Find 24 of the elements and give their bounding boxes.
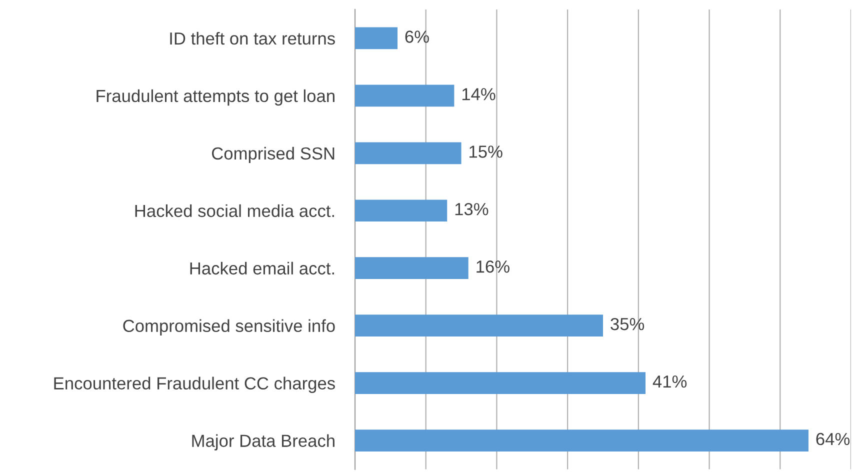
y-tick-label: Fraudulent attempts to get loan: [96, 89, 334, 106]
bar: [355, 200, 448, 222]
bar: [355, 84, 454, 107]
data-label: 6%: [405, 30, 429, 43]
y-tick-label: Comprised SSN: [212, 146, 334, 164]
bar: [355, 314, 603, 336]
data-label: 13%: [455, 203, 488, 216]
data-label: 64%: [816, 432, 850, 446]
y-tick-label: Compromised sensitive info: [123, 319, 335, 336]
data-label: 14%: [462, 88, 496, 100]
bar: [355, 27, 398, 50]
bar: [355, 257, 468, 280]
data-label: 16%: [476, 260, 510, 273]
bar: [355, 372, 646, 394]
y-tick-label: Major Data Breach: [192, 434, 334, 450]
y-tick-label: ID theft on tax returns: [170, 32, 335, 45]
y-tick-label: Hacked social media acct.: [135, 204, 334, 218]
data-label: 35%: [610, 318, 644, 330]
bar: [355, 142, 462, 164]
y-tick-label: Encountered Fraudulent CC charges: [54, 376, 335, 393]
y-tick-label: Hacked email acct.: [190, 262, 334, 275]
bar: [355, 430, 808, 452]
data-label: 15%: [470, 146, 502, 158]
data-label: 41%: [652, 375, 687, 388]
